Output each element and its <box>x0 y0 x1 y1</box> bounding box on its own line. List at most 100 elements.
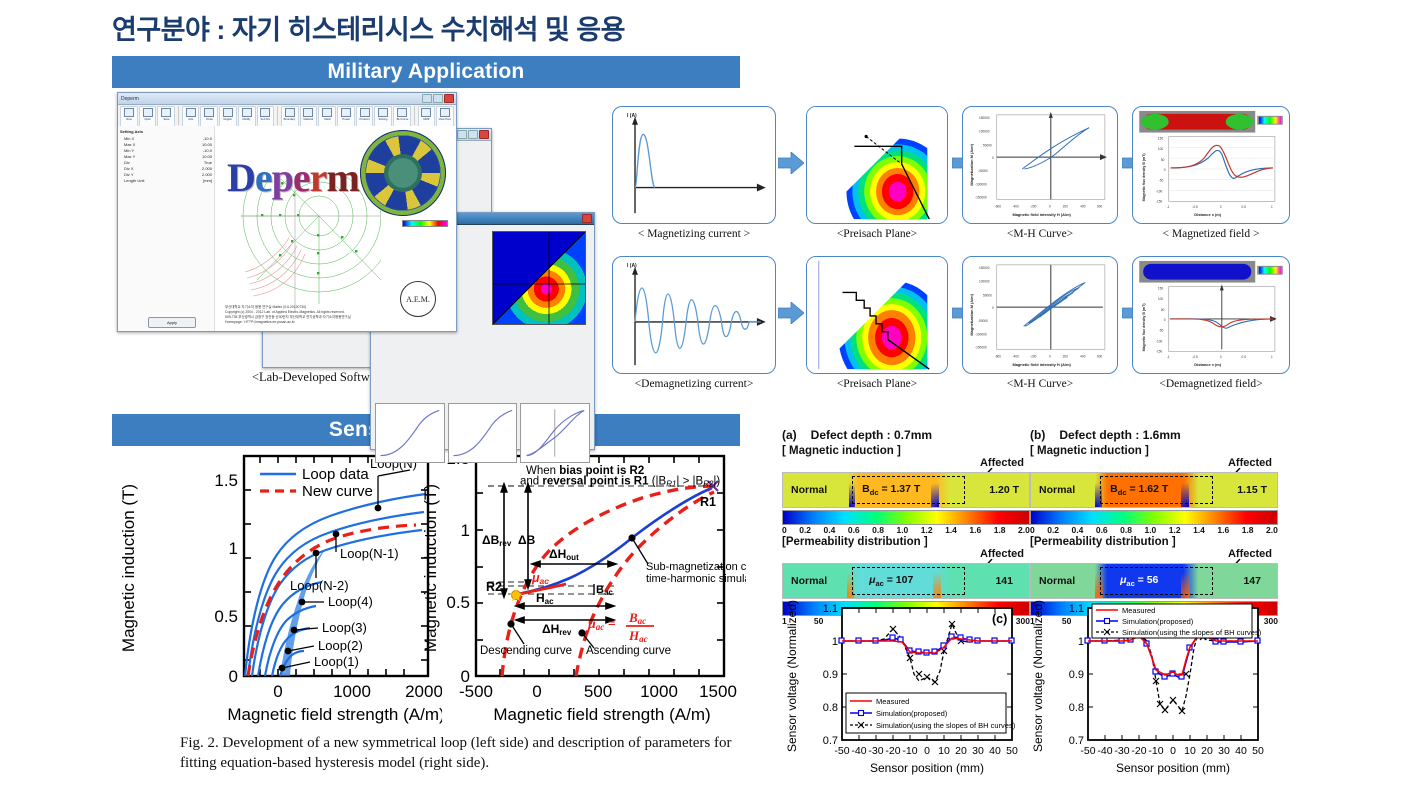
property-row[interactable]: Length Unit [mm] <box>120 178 212 184</box>
toolbar-button-material[interactable]: Material <box>299 106 318 127</box>
property-value[interactable]: 2.000 <box>201 172 212 177</box>
panel-a-muac: μac = 107 <box>869 573 914 589</box>
property-value[interactable]: 10.00 <box>201 142 212 147</box>
properties-panel[interactable]: Setting Axis Min X -10.0 Max X 10.00 Min Y -1… <box>118 126 215 331</box>
svg-text:-150: -150 <box>1156 349 1163 353</box>
panel-b-perm-bar: Normal μac = 56 147 <box>1030 563 1278 599</box>
svg-text:-40: -40 <box>1097 745 1112 757</box>
panel-b-tag: (b) <box>1030 428 1046 442</box>
card-preisach-plane-2 <box>806 256 948 374</box>
property-row[interactable]: Max X 10.00 <box>120 142 212 148</box>
toolbar-button-power[interactable]: Power <box>337 106 355 127</box>
property-value[interactable]: -10.0 <box>202 136 212 141</box>
annot-loop-n1: Loop(N-1) <box>340 546 399 561</box>
svg-text:0: 0 <box>229 667 238 686</box>
svg-text:Magnetic flux density B (mT): Magnetic flux density B (mT) <box>1142 304 1146 352</box>
drawing-canvas[interactable]: Deperm A.E.M. 부산대학교 자기소자 응용 연구실 Mallex (… <box>215 126 456 331</box>
property-row[interactable]: Min X -10.0 <box>120 136 212 142</box>
svg-text:-100: -100 <box>1156 190 1163 194</box>
svg-text:20: 20 <box>955 745 967 757</box>
panel-b-induction-bar: Normal Bdc = 1.62 T 1.15 T <box>1030 472 1278 508</box>
property-key: Max Y <box>124 154 136 159</box>
chart-sensor-d: 1.11 0.90.80.7 -50 -40 -30 -20 -10 0 10 20 30 … <box>1031 600 1264 775</box>
main-window-controls[interactable] <box>422 94 454 103</box>
strip-cell-3 <box>520 403 591 463</box>
panel-a-head: (a) Defect depth : 0.7mm <box>782 428 1030 442</box>
toolbar-button-solving[interactable]: Solving <box>374 106 393 127</box>
window-controls-2[interactable] <box>582 214 592 223</box>
apply-button[interactable]: Apply <box>148 317 196 328</box>
label-b-ac: Bac <box>596 584 613 597</box>
svg-text:-10: -10 <box>902 745 917 757</box>
chart-fig2-right: When bias point is R2 and reversal point… <box>421 449 746 724</box>
copyright-line: 부산대학교 자기소자 응용 연구실 Mallex (0.6.20120730) <box>225 305 307 309</box>
svg-text:1: 1 <box>229 539 238 558</box>
property-row[interactable]: Max Y 10.00 <box>120 154 212 160</box>
toolbar-button-new[interactable]: New <box>120 106 138 127</box>
property-row[interactable]: Div Y 2.000 <box>120 172 212 178</box>
strip-cell-1 <box>375 403 445 463</box>
svg-text:100: 100 <box>1158 147 1163 151</box>
svg-text:150: 150 <box>1158 136 1163 140</box>
toolbar-button-view-post[interactable]: View Post <box>436 106 454 127</box>
toolbar-button-modify[interactable]: Modify <box>237 106 256 127</box>
toolbar-button-boundary[interactable]: Boundary <box>280 106 299 127</box>
toolbar-button-label: New <box>126 117 132 121</box>
caption-demagnetizing-current: <Demagnetizing current> <box>634 378 754 390</box>
toolbar-button-bh-curve[interactable]: BH Curve <box>393 106 411 127</box>
svg-text:Magnetic flux density B (mT): Magnetic flux density B (mT) <box>1142 154 1146 202</box>
main-titlebar[interactable]: Deperm <box>118 93 456 105</box>
toolbar-icon <box>223 108 234 117</box>
toolbar-button-mmp[interactable]: MMP <box>417 106 436 127</box>
toolbar-button-open[interactable]: Open <box>138 106 157 127</box>
toolbar-button-sub-div[interactable]: Sub Div <box>256 106 275 127</box>
colorbar-tick: 1.8 <box>993 525 1006 535</box>
deperm-letter: e <box>292 155 311 200</box>
svg-text:-0.5: -0.5 <box>1192 205 1198 209</box>
svg-text:-150000: -150000 <box>975 195 987 199</box>
window-controls[interactable] <box>457 130 489 139</box>
toolbar-icon <box>340 108 351 117</box>
deperm-main-window[interactable]: Deperm New Open Save Axis Draw Region Modify Su… <box>117 92 457 332</box>
toolbar-button-region[interactable]: Region <box>219 106 237 127</box>
software-toolbar[interactable]: New Open Save Axis Draw Region Modify Sub Div Bo… <box>118 105 456 129</box>
property-value[interactable]: [mm] <box>203 178 212 183</box>
svg-text:0.5: 0.5 <box>1241 205 1246 209</box>
colorbar-tick: 0.2 <box>799 525 812 535</box>
svg-text:200: 200 <box>1063 354 1068 358</box>
panel-b-muright: 147 <box>1243 575 1261 587</box>
toolbar-button-label: Solving <box>378 117 388 121</box>
property-value[interactable]: True <box>203 160 212 165</box>
svg-text:-1: -1 <box>1167 355 1170 359</box>
svg-text:-10: -10 <box>1148 745 1163 757</box>
property-value[interactable]: 10.00 <box>201 154 212 159</box>
property-key: Min X <box>124 136 135 141</box>
panel-a-colorbar-b <box>782 510 1030 525</box>
toolbar-button-mesh[interactable]: Mesh <box>318 106 337 127</box>
svg-text:0.9: 0.9 <box>1069 669 1084 681</box>
panel-a-normal-1: Normal <box>791 484 828 496</box>
svg-text:-50: -50 <box>1159 179 1164 183</box>
svg-text:-1: -1 <box>1167 205 1170 209</box>
toolbar-button-label: Region <box>223 117 233 121</box>
property-key: Max X <box>124 142 136 147</box>
property-value[interactable]: -10.0 <box>202 148 212 153</box>
xlabel-fig2-right: Magnetic field strength (A/m) <box>493 705 710 724</box>
figure-2-caption: Fig. 2. Development of a new symmetrical… <box>180 735 732 771</box>
caption-mh-curve-1: <M-H Curve> <box>1006 228 1074 240</box>
copyright-line: 609-735 부산광역시 금정구 장전동 산30번지 부산대학교 전기공학과 … <box>225 315 351 319</box>
property-row[interactable]: Div X 2.000 <box>120 166 212 172</box>
svg-text:0.5: 0.5 <box>446 593 470 612</box>
toolbar-button-save[interactable]: Save <box>157 106 176 127</box>
toolbar-button-protocol[interactable]: Protocol <box>355 106 374 127</box>
property-value[interactable]: 2.000 <box>201 166 212 171</box>
svg-text:-400: -400 <box>1012 204 1019 208</box>
toolbar-icon <box>303 108 314 117</box>
caption-magnetized-field: < Magnetized field > <box>1162 228 1260 240</box>
property-row[interactable]: Min Y -10.0 <box>120 148 212 154</box>
colorbar-tick: 1.2 <box>920 525 933 535</box>
toolbar-button-draw[interactable]: Draw <box>200 106 219 127</box>
colorbar-tick: 50 <box>1061 616 1072 626</box>
toolbar-button-axis[interactable]: Axis <box>181 106 200 127</box>
property-row[interactable]: Div True <box>120 160 212 166</box>
